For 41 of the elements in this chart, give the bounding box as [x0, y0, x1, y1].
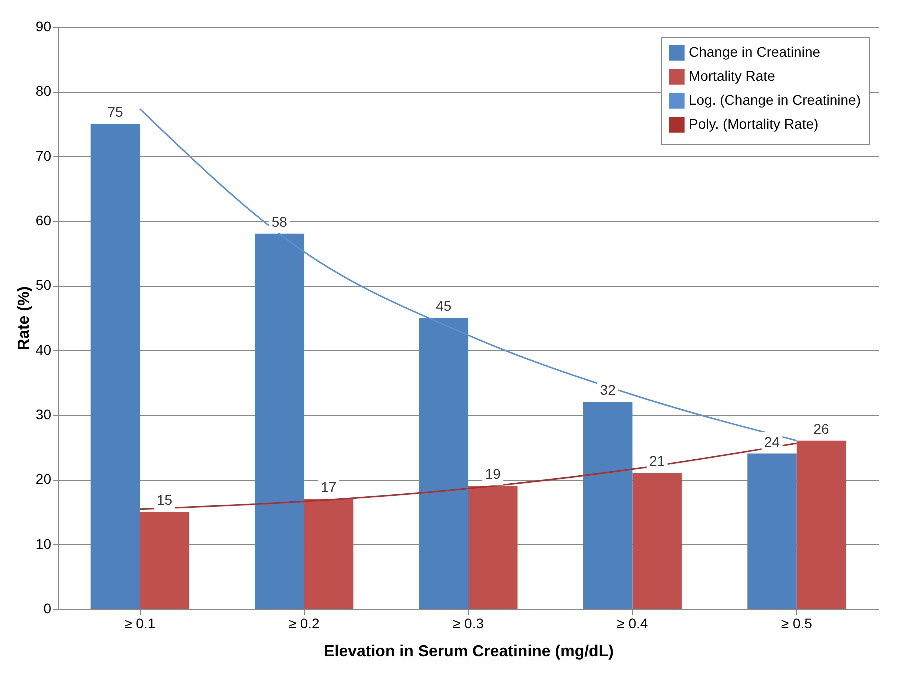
x-axis-title: Elevation in Serum Creatinine (mg/dL) — [324, 644, 614, 660]
data-label: 58 — [272, 214, 288, 230]
y-tick-label: 40 — [36, 342, 52, 358]
x-tick-label: ≥ 0.5 — [781, 616, 813, 632]
y-tick-label: 80 — [36, 83, 52, 100]
x-tick-label: ≥ 0.4 — [617, 616, 648, 632]
data-label: 26 — [814, 420, 830, 437]
bar — [583, 402, 633, 609]
bar — [255, 234, 304, 609]
data-label: 21 — [650, 453, 666, 470]
bar — [304, 499, 354, 609]
y-tick-label: 20 — [36, 471, 52, 488]
y-tick-label: 60 — [36, 212, 52, 228]
bar — [140, 512, 190, 609]
data-label: 75 — [108, 104, 124, 120]
bar — [468, 486, 518, 609]
bar — [632, 473, 682, 609]
legend-label: Change in Creatinine — [689, 44, 821, 60]
y-tick-label: 0 — [44, 600, 52, 616]
legend-label: Log. (Change in Creatinine) — [689, 92, 861, 108]
data-label: 32 — [600, 382, 616, 398]
y-tick-label: 50 — [36, 277, 52, 294]
data-label: 15 — [156, 492, 173, 508]
bar — [748, 454, 797, 609]
y-tick-label: 10 — [36, 536, 52, 552]
bar — [419, 318, 468, 609]
bar — [90, 124, 140, 609]
y-tick-label: 30 — [36, 406, 52, 422]
data-label: 24 — [764, 434, 780, 450]
y-tick-label: 70 — [36, 148, 52, 164]
y-axis-title: Rate (%) — [16, 286, 33, 351]
bar — [796, 440, 846, 609]
x-tick-label: ≥ 0.3 — [452, 616, 484, 632]
legend-label: Mortality Rate — [689, 68, 776, 84]
y-tick-label: 90 — [36, 18, 52, 34]
x-tick-label: ≥ 0.1 — [124, 616, 156, 632]
data-label: 17 — [321, 479, 337, 496]
data-label: 19 — [485, 466, 502, 482]
legend-label: Poly. (Mortality Rate) — [689, 116, 819, 132]
x-tick-label: ≥ 0.2 — [288, 616, 320, 632]
data-label: 45 — [436, 298, 452, 314]
